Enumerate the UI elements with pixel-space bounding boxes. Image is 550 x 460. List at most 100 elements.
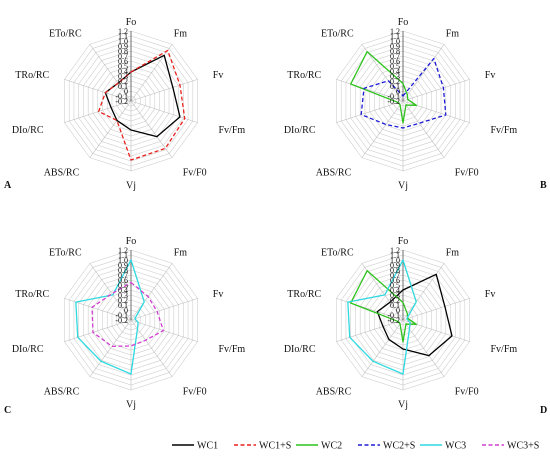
tick-label: -0.2 — [115, 97, 128, 106]
axis-label-fo: Fo — [398, 17, 409, 28]
spoke — [130, 79, 198, 102]
series-wc3-s — [91, 281, 164, 347]
radar-panels: 1.21.11.00.90.80.70.60.50.40.30.20.10-0.… — [4, 17, 547, 416]
tick-label: -0.1 — [115, 311, 128, 320]
legend: WC1 WC1+S WC2 WC2+S WC3 WC3+S — [172, 441, 539, 452]
tick-label: 0.1 — [390, 301, 400, 310]
legend-label: WC2 — [321, 441, 342, 452]
spoke — [64, 100, 132, 123]
series-wc2 — [350, 50, 417, 124]
axis-label-fv: Fv — [213, 70, 224, 81]
axis-label-eto-rc: ETo/RC — [49, 29, 82, 40]
series-wc2-s — [360, 57, 447, 129]
series-wc3 — [347, 259, 417, 375]
radar-panel-b: 1.21.11.00.90.80.70.60.50.40.30.20.10-0.… — [284, 17, 547, 192]
tick-label: 0.6 — [118, 57, 128, 66]
series-wc3 — [75, 259, 145, 375]
axis-label-abs-rc: ABS/RC — [44, 168, 80, 179]
tick-label: 0.6 — [390, 57, 400, 66]
tick-label: 1.2 — [390, 27, 400, 36]
spoke — [402, 100, 470, 123]
spoke — [402, 298, 470, 321]
axis-label-fm: Fm — [446, 248, 460, 259]
tick-label: 0.1 — [118, 82, 128, 91]
tick-label: 1.1 — [390, 32, 400, 41]
tick-label: 1.0 — [390, 37, 400, 46]
spoke — [89, 263, 132, 321]
axis-label-abs-rc: ABS/RC — [316, 168, 352, 179]
axis-label-eto-rc: ETo/RC — [321, 29, 354, 40]
spoke — [336, 79, 404, 102]
spoke — [130, 44, 173, 102]
axis-label-tro-rc: TRo/RC — [287, 289, 321, 300]
tick-label: 0.5 — [118, 281, 128, 290]
axis-label-vj: Vj — [398, 400, 408, 411]
tick-label: 0.8 — [390, 47, 400, 56]
tick-label: 0.2 — [390, 77, 400, 86]
radar-panel-a: 1.21.11.00.90.80.70.60.50.40.30.20.10-0.… — [4, 17, 245, 192]
tick-label: 0.4 — [118, 67, 128, 76]
spoke — [402, 79, 470, 102]
axis-label-fv-fm: Fv/Fm — [218, 344, 245, 355]
tick-label: -0.1 — [387, 311, 400, 320]
axis-label-vj: Vj — [398, 181, 408, 192]
spoke — [361, 319, 404, 377]
axis-label-fv: Fv — [485, 70, 496, 81]
legend-item-wc1: WC1 — [172, 441, 218, 452]
tick-label: 1.2 — [390, 246, 400, 255]
tick-label: 0.4 — [390, 286, 400, 295]
axis-label-tro-rc: TRo/RC — [15, 70, 49, 81]
tick-label: 0.3 — [390, 291, 400, 300]
axis-label-vj: Vj — [126, 181, 136, 192]
spoke — [64, 79, 132, 102]
tick-label: 0 — [124, 87, 128, 96]
legend-label: WC1+S — [259, 441, 291, 452]
legend-item-wc2-s: WC2+S — [358, 441, 415, 452]
axis-label-fv-fm: Fv/Fm — [490, 125, 517, 136]
axis-label-fv-f0: Fv/F0 — [455, 168, 479, 179]
tick-label: 0.9 — [118, 261, 128, 270]
spoke — [402, 44, 445, 102]
tick-label: 0.9 — [390, 42, 400, 51]
legend-item-wc2: WC2 — [296, 441, 342, 452]
axis-label-fv-f0: Fv/F0 — [455, 387, 479, 398]
tick-label: 0.1 — [390, 82, 400, 91]
tick-label: 0.3 — [390, 72, 400, 81]
tick-label: 1.0 — [118, 37, 128, 46]
tick-label: -0.2 — [387, 97, 400, 106]
legend-item-wc3-s: WC3+S — [482, 441, 539, 452]
legend-label: WC2+S — [383, 441, 415, 452]
tick-label: 0.5 — [390, 62, 400, 71]
tick-label: 0.9 — [390, 261, 400, 270]
tick-label: 0.5 — [118, 62, 128, 71]
radar-panel-d: 1.21.11.00.90.80.70.60.50.40.30.20.10-0.… — [284, 236, 547, 416]
axis-label-fv-f0: Fv/F0 — [183, 168, 207, 179]
panel-letter: C — [4, 405, 11, 416]
panel-letter: A — [4, 180, 12, 191]
tick-label: 1.0 — [118, 256, 128, 265]
spoke — [402, 100, 445, 158]
tick-label: 0.4 — [390, 67, 400, 76]
tick-label: 0.3 — [118, 291, 128, 300]
tick-label: 1.2 — [118, 27, 128, 36]
tick-label: 0.7 — [390, 52, 400, 61]
axis-label-eto-rc: ETo/RC — [321, 248, 354, 259]
tick-label: 0.6 — [390, 276, 400, 285]
axis-label-fm: Fm — [174, 29, 188, 40]
panel-letter: D — [540, 405, 547, 416]
tick-label: 0.8 — [118, 266, 128, 275]
axis-label-fv: Fv — [485, 289, 496, 300]
tick-label: -0.2 — [115, 316, 128, 325]
tick-label: 1.0 — [390, 256, 400, 265]
legend-item-wc1-s: WC1+S — [234, 441, 291, 452]
legend-label: WC3 — [445, 441, 466, 452]
axis-label-fo: Fo — [126, 17, 137, 28]
spoke — [402, 319, 470, 342]
spoke — [130, 319, 198, 342]
axis-label-fv-fm: Fv/Fm — [218, 125, 245, 136]
tick-label: 1.1 — [118, 251, 128, 260]
tick-label: 1.1 — [118, 32, 128, 41]
axis-label-dio-rc: DIo/RC — [284, 125, 316, 136]
spoke — [130, 100, 173, 158]
